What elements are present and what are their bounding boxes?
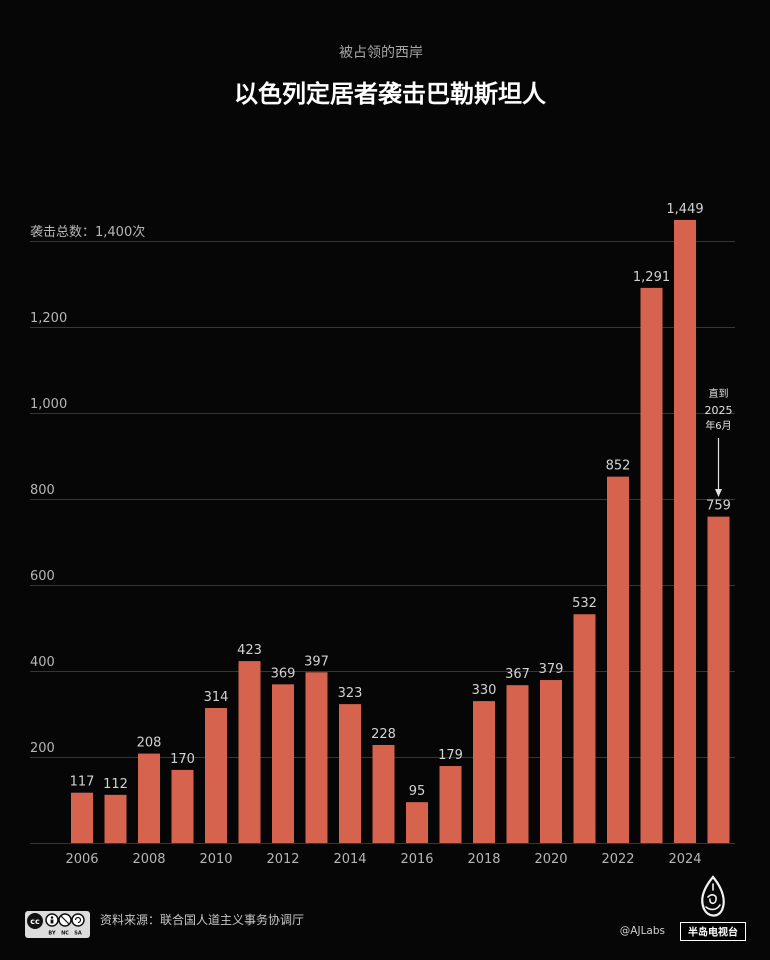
bar-2018 — [473, 701, 495, 843]
y-tick-label-200: 200 — [30, 741, 55, 756]
x-tick-label-2014: 2014 — [333, 852, 366, 867]
bar-series — [71, 219, 730, 843]
value-label-2023: 1,291 — [633, 270, 670, 285]
value-label-2020: 379 — [539, 662, 564, 677]
x-tick-label-2006: 2006 — [65, 852, 98, 867]
bar-2006 — [71, 792, 93, 843]
annotation-line-2: 2025 — [705, 404, 733, 417]
bar-2021 — [573, 614, 596, 843]
value-label-2015: 228 — [371, 727, 396, 742]
logo-inner-curl — [707, 894, 717, 905]
bar-2016 — [406, 802, 428, 843]
bar-2008 — [138, 753, 160, 843]
value-label-2019: 367 — [505, 667, 530, 682]
value-label-2024: 1,449 — [666, 202, 703, 217]
brand-name: 半岛电视台 — [688, 926, 738, 939]
bar-2011 — [238, 661, 261, 843]
cc-nc-icon-slash — [60, 915, 70, 925]
cc-by-icon-head — [50, 916, 54, 919]
x-tick-label-2022: 2022 — [601, 852, 634, 867]
value-label-2012: 369 — [271, 666, 296, 681]
x-tick-label-2020: 2020 — [534, 852, 567, 867]
bar-2014 — [339, 704, 361, 843]
y-tick-label-1200: 1,200 — [30, 311, 67, 326]
cc-by-icon-body — [50, 919, 54, 924]
y-tick-label-1400: 袭击总数：1,400次 — [30, 224, 145, 240]
bar-2022 — [607, 476, 629, 843]
value-label-2011: 423 — [237, 643, 262, 658]
value-label-2006: 117 — [70, 775, 95, 790]
value-label-2017: 179 — [438, 748, 463, 763]
bar-2010 — [205, 707, 227, 843]
x-tick-label-2018: 2018 — [467, 852, 500, 867]
x-tick-label-2012: 2012 — [266, 852, 299, 867]
bar-2025 — [707, 516, 730, 843]
value-label-2008: 208 — [137, 736, 162, 751]
bar-2017 — [439, 766, 462, 843]
annotation-arrow-head — [715, 489, 722, 497]
bar-2015 — [372, 744, 395, 843]
cc-sa-icon-arrow — [74, 916, 82, 924]
x-tick-label-2024: 2024 — [668, 852, 701, 867]
logo-inner-sweep — [705, 904, 721, 911]
cc-mark: cc — [30, 917, 40, 926]
y-tick-label-600: 600 — [30, 569, 55, 584]
cc-sa-icon — [71, 913, 85, 927]
x-tick-label-2016: 2016 — [400, 852, 433, 867]
al-jazeera-logo — [701, 875, 725, 917]
y-tick-label-1000: 1,000 — [30, 397, 67, 412]
chart-header: 被占领的西岸 以色列定居者袭击巴勒斯坦人 — [234, 45, 546, 108]
value-label-2021: 532 — [572, 596, 597, 611]
chart-title: 以色列定居者袭击巴勒斯坦人 — [234, 80, 546, 108]
bar-2013 — [305, 672, 328, 843]
cc-circle-icon — [26, 912, 44, 930]
y-tick-label-800: 800 — [30, 483, 55, 498]
cc-license-badge: cc BY NC SA — [25, 911, 90, 938]
brand-box — [680, 922, 746, 941]
y-axis-tick-labels: 200 400 600 800 1,000 1,200 袭击总数：1,400次 — [30, 224, 145, 756]
value-label-2009: 170 — [170, 752, 195, 767]
bar-2023 — [640, 287, 663, 843]
cc-label-sa: SA — [74, 931, 82, 937]
bar-2009 — [171, 769, 194, 843]
footer: cc BY NC SA 资料来源：联合国人道主义事务协调厅 @AJLabs 半岛… — [25, 875, 746, 941]
y-tick-label-400: 400 — [30, 655, 55, 670]
bar-2024 — [674, 219, 696, 843]
annotation-line-3: 年6月 — [705, 419, 731, 432]
value-label-2014: 323 — [338, 686, 363, 701]
x-tick-label-2010: 2010 — [199, 852, 232, 867]
cc-label-nc: NC — [61, 931, 69, 937]
cc-label-by: BY — [48, 931, 56, 937]
bar-2012 — [272, 684, 294, 843]
partial-year-annotation: 直到 2025 年6月 — [705, 387, 733, 497]
value-label-2010: 314 — [204, 690, 229, 705]
source-note: 资料来源：联合国人道主义事务协调厅 — [100, 912, 304, 927]
value-label-2013: 397 — [304, 654, 329, 669]
bar-2019 — [506, 685, 529, 843]
value-label-2007: 112 — [103, 777, 128, 792]
value-label-2018: 330 — [472, 683, 497, 698]
x-axis-tick-labels: 2006 2008 2010 2012 2014 2016 2018 2020 2022 2024 — [65, 852, 701, 867]
value-label-2025: 759 — [706, 499, 731, 514]
logo-drop-outline — [701, 875, 725, 917]
value-label-2022: 852 — [606, 459, 631, 474]
value-label-2016: 95 — [409, 784, 426, 799]
annotation-line-1: 直到 — [709, 387, 729, 400]
bar-value-labels: 117 112 208 170 314 423 369 397 323 228 95 179 330 36… — [70, 202, 731, 799]
bar-2007 — [104, 794, 127, 843]
ajlabs-handle: @AJLabs — [620, 925, 665, 937]
bar-2020 — [540, 680, 562, 843]
chart-subtitle: 被占领的西岸 — [339, 45, 423, 61]
x-tick-label-2008: 2008 — [132, 852, 165, 867]
